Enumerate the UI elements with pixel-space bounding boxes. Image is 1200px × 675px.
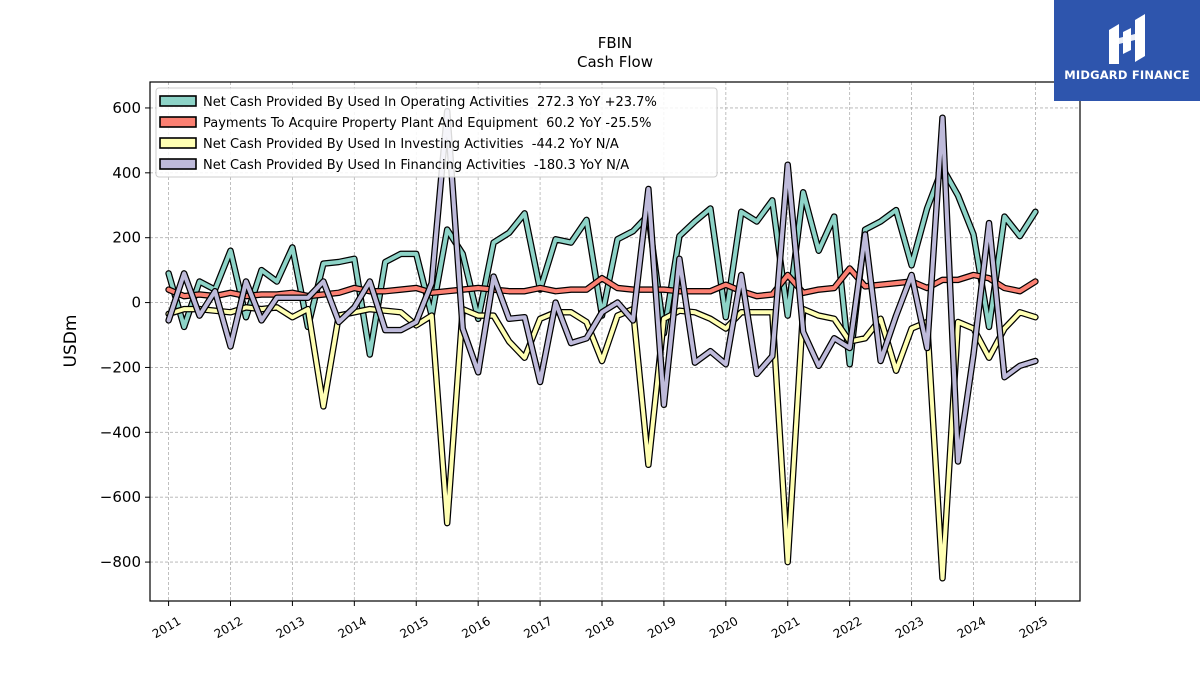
legend-label-3: Net Cash Provided By Used In Financing A… (203, 158, 629, 173)
legend: Net Cash Provided By Used In Operating A… (155, 87, 718, 178)
y-tick-label: −800 (100, 553, 141, 571)
series-line-3 (166, 109, 1038, 464)
x-tick-label: 2019 (645, 614, 678, 641)
y-tick-label: −600 (100, 488, 141, 506)
x-tick-label: 2018 (583, 614, 616, 641)
x-tick-label: 2012 (212, 614, 245, 641)
x-tick-label: 2025 (1017, 614, 1050, 641)
x-tick-label: 2013 (274, 614, 307, 641)
legend-label-1: Payments To Acquire Property Plant And E… (203, 116, 651, 131)
brand-mark-icon (1109, 14, 1145, 64)
legend-swatch-2 (159, 137, 197, 149)
x-tick-label: 2016 (459, 614, 492, 641)
legend-box (155, 87, 718, 178)
x-tick-label: 2017 (521, 614, 554, 641)
x-tick-label: 2015 (398, 614, 431, 641)
chart-title: FBIN (598, 34, 633, 52)
legend-label-2: Net Cash Provided By Used In Investing A… (203, 137, 619, 152)
legend-swatch-3 (159, 158, 197, 170)
axis-ticks: −800 −600 −400 −200 0 200 400 600 2011 2012 2013 20… (100, 99, 1050, 641)
x-tick-label: 2023 (893, 614, 926, 641)
y-tick-label: −400 (100, 423, 141, 441)
legend-label-0: Net Cash Provided By Used In Operating A… (203, 95, 657, 110)
brand-name: MIDGARD FINANCE (1064, 68, 1190, 82)
y-tick-label: −200 (100, 358, 141, 376)
y-tick-label: 400 (112, 164, 141, 182)
x-tick-label: 2011 (150, 614, 183, 641)
x-tick-label: 2022 (831, 614, 864, 641)
x-tick-label: 2014 (336, 614, 369, 641)
midgard-finance-logo: MIDGARD FINANCE (1054, 0, 1200, 101)
series-lines (165, 107, 1039, 582)
y-tick-label: 0 (131, 294, 141, 312)
y-tick-label: 200 (112, 229, 141, 247)
plot-area-frame (149, 81, 1081, 602)
legend-swatch-1 (159, 116, 197, 128)
y-axis-label: USDm (61, 315, 81, 368)
chart-subtitle: Cash Flow (577, 53, 653, 71)
x-tick-label: 2020 (707, 614, 740, 641)
x-tick-label: 2021 (769, 614, 802, 641)
x-tick-label: 2024 (955, 614, 988, 641)
y-tick-label: 600 (112, 99, 141, 117)
legend-swatch-0 (159, 95, 197, 107)
series-line-2 (166, 305, 1038, 581)
